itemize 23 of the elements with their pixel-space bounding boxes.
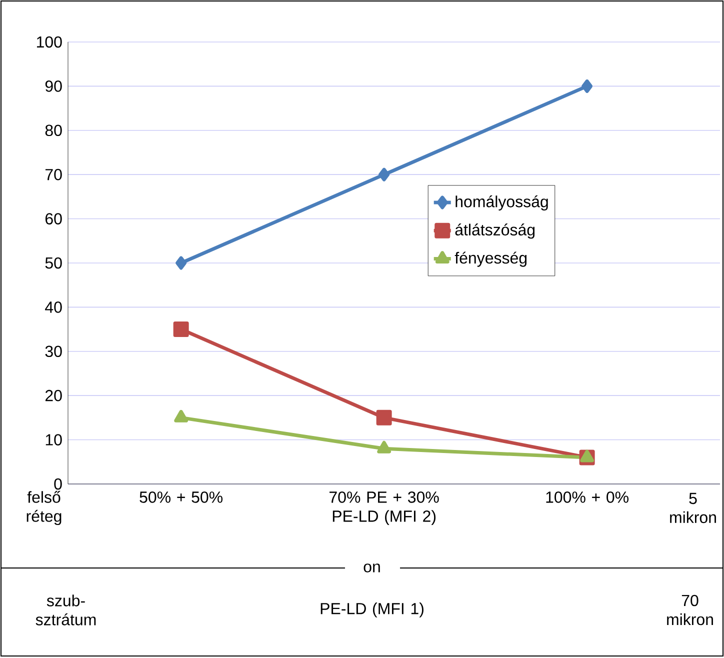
y-tick-label: 100 [37, 36, 62, 48]
text: PE-LD (MFI 1) [320, 602, 424, 618]
text: felső réteg [26, 490, 62, 526]
x-tick-label: 100% + 0% [546, 492, 628, 503]
y-tick-label: 80 [45, 124, 62, 136]
y-tick-label: 20 [45, 390, 62, 402]
y-tick-label: 10 [46, 434, 62, 446]
text: szub-sztrátum [36, 594, 96, 626]
text: on [364, 564, 380, 572]
legend-label: homályosság [456, 195, 548, 210]
x-tick-label: 70% PE + 30% PE-LD (MFI 2) [330, 492, 439, 525]
y-tick-label: 30 [45, 346, 62, 358]
y-tick-label: 40 [45, 302, 62, 313]
y-tick-label: 70 [46, 168, 62, 180]
text: 70 mikron [667, 594, 713, 626]
text: 5 mikron [670, 492, 716, 524]
y-tick-label: 50 [45, 257, 62, 269]
x-tick-label: 50% + 50% [140, 492, 223, 503]
legend-label: átlátszóság [455, 224, 535, 239]
legend-label: fényesség [454, 252, 527, 267]
y-tick-label: 60 [45, 213, 62, 224]
y-tick-label: 90 [45, 80, 62, 92]
y-tick-label: 0 [54, 478, 62, 490]
